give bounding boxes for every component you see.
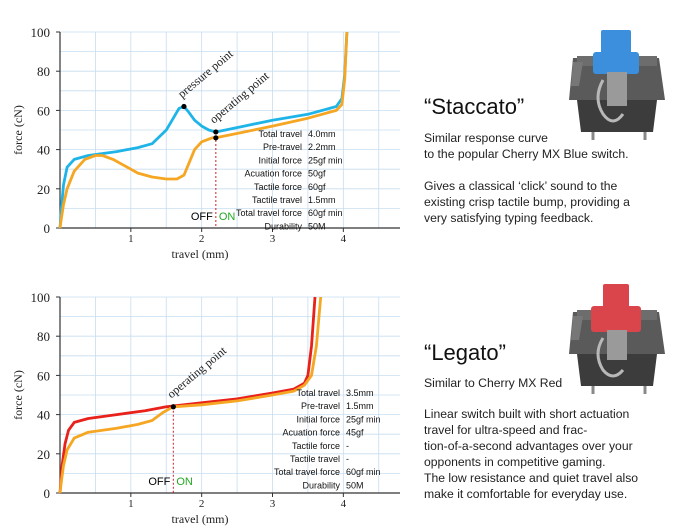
y-tick-label: 80 xyxy=(37,64,50,79)
red-switch-stem-base xyxy=(591,306,641,332)
spec-label: Initial force xyxy=(258,155,302,165)
legato-chart-svg: 0 20 40 60 80 100 1 2 3 4 travel (mm) force (cN) ope… xyxy=(11,290,400,526)
y-tick-label: 0 xyxy=(44,221,51,236)
spec-value: 1.5mm xyxy=(346,401,374,411)
legato-description: Similar to Cherry MX Red Linear switch b… xyxy=(424,375,674,502)
legato-desc-line: travel for ultra-speed and frac- xyxy=(424,423,588,437)
y-axis-label: force (cN) xyxy=(11,370,25,420)
x-tick-label: 4 xyxy=(341,498,347,510)
spec-label: Initial force xyxy=(296,414,340,424)
spec-value: 4.0mm xyxy=(308,129,336,139)
spec-value: 60gf xyxy=(308,182,326,192)
y-tick-label: 0 xyxy=(44,486,51,501)
spec-value: - xyxy=(346,441,349,451)
red-switch-image xyxy=(569,284,665,394)
annotation-point xyxy=(213,135,219,141)
blue-switch-stem-base xyxy=(593,52,639,74)
spec-label: Pre-travel xyxy=(263,142,302,152)
y-tick-label: 80 xyxy=(37,329,50,344)
staccato-desc-line: Gives a classical ‘click’ sound to the xyxy=(424,179,618,193)
spec-label: Total travel xyxy=(258,129,302,139)
spec-value: 60gf min xyxy=(346,467,381,477)
spec-label: Tactile travel xyxy=(290,454,340,464)
spec-table: Total travel 3.5mm Pre-travel 1.5mm Initial … xyxy=(274,388,381,490)
spec-label: Total travel xyxy=(296,388,340,398)
y-tick-label: 100 xyxy=(31,290,51,305)
staccato-desc-line: Similar response curve xyxy=(424,131,548,145)
staccato-title: “Staccato” xyxy=(424,94,525,119)
spec-label: Total travel force xyxy=(236,208,302,218)
y-tick-label: 20 xyxy=(37,182,50,197)
blue-switch-image xyxy=(569,30,665,140)
spec-label: Acuation force xyxy=(282,428,340,438)
series-line-0 xyxy=(58,296,317,494)
annotation-label: operating point xyxy=(207,68,272,126)
x-tick-label: 3 xyxy=(270,233,276,245)
y-tick-label: 40 xyxy=(37,408,50,423)
y-tick-label: 60 xyxy=(37,368,50,383)
legato-desc-line: tion-of-a-second advantages over your xyxy=(424,439,633,453)
spec-label: Total travel force xyxy=(274,467,340,477)
annotation-label: operating point xyxy=(164,343,229,401)
spec-label: Tactile travel xyxy=(252,195,302,205)
spec-value: 25gf min xyxy=(308,155,343,165)
annotation-label: pressure point xyxy=(175,46,236,101)
spec-value: 50M xyxy=(346,480,364,490)
on-label: ON xyxy=(176,476,193,488)
x-axis-label: travel (mm) xyxy=(172,247,229,261)
spec-label: Acuation force xyxy=(244,169,302,179)
spec-value: - xyxy=(346,454,349,464)
off-label: OFF xyxy=(191,211,213,223)
spec-value: 2.2mm xyxy=(308,142,336,152)
spec-label: Tactile force xyxy=(292,441,340,451)
y-tick-label: 20 xyxy=(37,447,50,462)
annotation-point xyxy=(181,103,187,110)
y-tick-label: 100 xyxy=(31,25,51,40)
y-axis-label: force (cN) xyxy=(11,105,25,155)
x-tick-label: 2 xyxy=(199,498,205,510)
spec-label: Pre-travel xyxy=(301,401,340,411)
x-tick-label: 1 xyxy=(128,498,134,510)
x-tick-label: 3 xyxy=(270,498,276,510)
spec-label: Durability xyxy=(264,221,302,231)
y-tick-label: 60 xyxy=(37,103,50,118)
staccato-desc-line: very satisfying typing feedback. xyxy=(424,211,594,225)
x-tick-label: 4 xyxy=(341,233,347,245)
spec-table: Total travel 4.0mm Pre-travel 2.2mm Initial … xyxy=(236,129,343,231)
spec-value: 60gf min xyxy=(308,208,343,218)
spec-value: 45gf xyxy=(346,428,364,438)
spec-value: 1.5mm xyxy=(308,195,336,205)
series-line-1 xyxy=(58,31,349,229)
legato-desc-line: opponents in competitive gaming. xyxy=(424,455,606,469)
spec-value: 50M xyxy=(308,221,326,231)
spec-value: 50gf xyxy=(308,169,326,179)
spec-value: 3.5mm xyxy=(346,388,374,398)
legato-desc-line: The low resistance and quiet travel also xyxy=(424,471,639,485)
x-tick-label: 2 xyxy=(199,233,205,245)
spec-label: Durability xyxy=(302,480,340,490)
staccato-desc-line: existing crisp tactile bump, providing a xyxy=(424,195,630,209)
legato-title: “Legato” xyxy=(424,340,506,365)
series-line-1 xyxy=(58,296,323,494)
off-label: OFF xyxy=(148,476,170,488)
staccato-chart-svg: 0 20 40 60 80 100 1 2 3 4 travel (mm) force (cN) pre… xyxy=(11,25,400,261)
annotation-point xyxy=(170,404,176,410)
spec-label: Tactile force xyxy=(254,182,302,192)
x-axis-label: travel (mm) xyxy=(172,512,229,526)
on-label: ON xyxy=(219,211,236,223)
legato-desc-line: Similar to Cherry MX Red xyxy=(424,376,563,390)
legato-desc-line: Linear switch built with short actuation xyxy=(424,407,630,421)
staccato-description: Similar response curve to the popular Ch… xyxy=(424,130,674,226)
legato-desc-line: make it comfortable for everyday use. xyxy=(424,487,628,501)
spec-value: 25gf min xyxy=(346,414,381,424)
staccato-desc-line: to the popular Cherry MX Blue switch. xyxy=(424,147,629,161)
x-tick-label: 1 xyxy=(128,233,134,245)
y-tick-label: 40 xyxy=(37,143,50,158)
annotation-point xyxy=(213,129,219,135)
legato-chart: 0 20 40 60 80 100 1 2 3 4 travel (mm) force (cN) ope… xyxy=(0,265,400,527)
staccato-chart: 0 20 40 60 80 100 1 2 3 4 travel (mm) force (cN) pre… xyxy=(0,0,400,262)
